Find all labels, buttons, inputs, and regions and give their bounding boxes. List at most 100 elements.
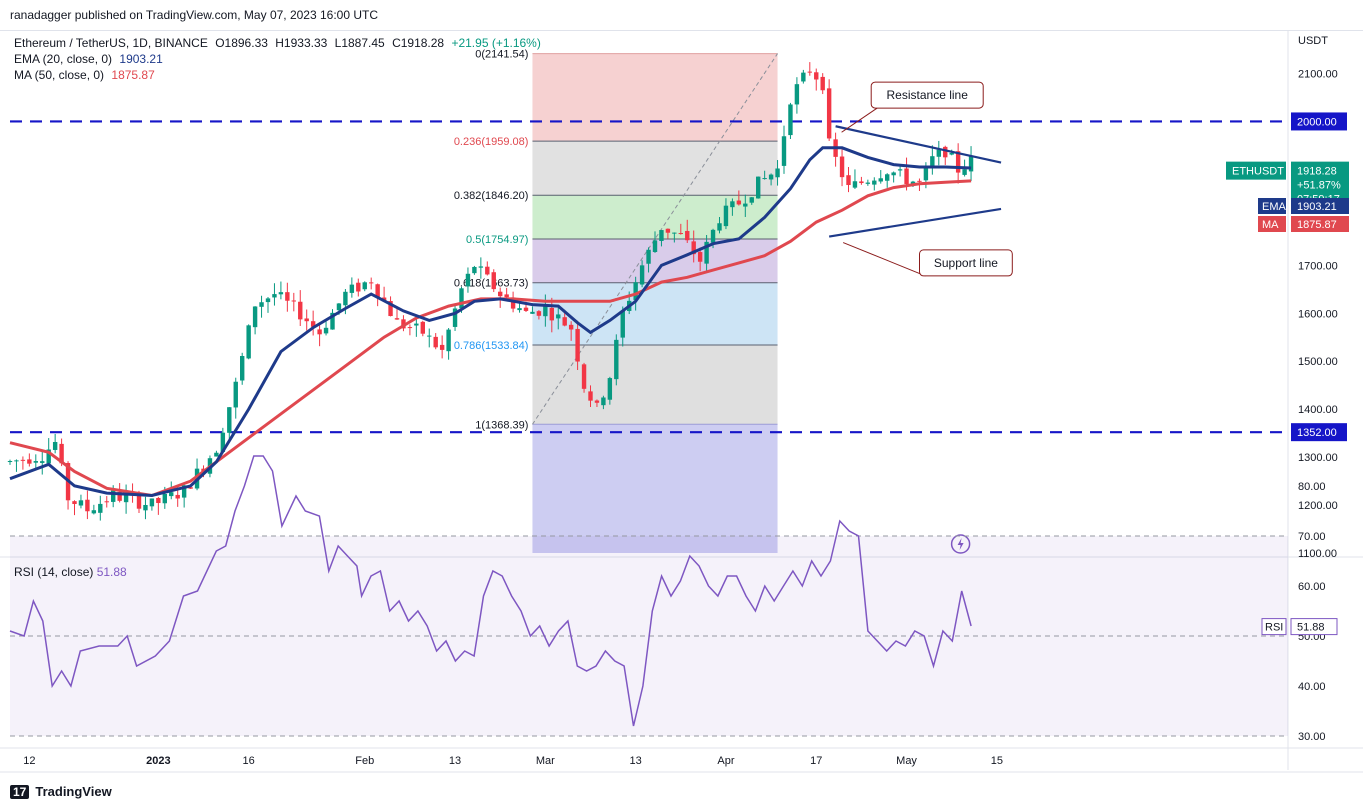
- candle-body: [323, 327, 329, 334]
- candle-body: [936, 149, 941, 157]
- ma-value-tag: [1291, 216, 1349, 232]
- candle-body: [568, 324, 574, 330]
- candle-body: [614, 339, 619, 380]
- candle-body: [504, 294, 509, 298]
- ma-name-label: MA: [1262, 219, 1279, 231]
- lightning-glyph: [957, 538, 964, 550]
- candle-body: [394, 318, 400, 320]
- time-tick-label: Feb: [355, 755, 374, 767]
- candle-body: [40, 461, 45, 463]
- time-tick-label: Apr: [717, 755, 734, 767]
- candle-body: [607, 378, 613, 400]
- candle-body: [949, 152, 954, 155]
- time-tick-label: 2023: [146, 755, 170, 767]
- candle-body: [968, 155, 974, 172]
- events-lightning-icon: [950, 534, 971, 554]
- candle-body: [872, 180, 877, 185]
- candle-body: [846, 175, 851, 186]
- candle-body: [20, 459, 26, 461]
- time-tick-label: May: [896, 755, 917, 767]
- candle-body: [865, 182, 871, 184]
- support-line: [828, 207, 1002, 238]
- fib-zone-0.236: [532, 141, 778, 196]
- fib-zone-0.618: [532, 282, 778, 345]
- candle-body: [510, 297, 516, 309]
- candle-body: [401, 319, 406, 329]
- fib-label-0.236: 0.236(1959.08): [454, 136, 529, 148]
- price-tick-label: 1100.00: [1298, 548, 1337, 560]
- time-tick-label: 16: [243, 755, 255, 767]
- ema-row[interactable]: EMA (20, close, 0) 1903.21: [14, 51, 545, 67]
- candle-body: [826, 88, 832, 139]
- candle-body: [549, 307, 554, 321]
- level-tag-label: 1352.00: [1297, 427, 1337, 439]
- candle-body: [588, 391, 593, 401]
- candle-body: [678, 233, 683, 235]
- candle-body: [162, 493, 167, 504]
- candle-body: [917, 180, 922, 182]
- last-price-change: +51.87%: [1297, 180, 1341, 192]
- candle-body: [743, 203, 748, 207]
- price-axis-unit: USDT: [1298, 35, 1328, 47]
- candle-body: [472, 266, 477, 274]
- ema-name-tag: [1258, 198, 1286, 214]
- candle-body: [807, 71, 812, 73]
- candle-body: [517, 308, 522, 311]
- candle-body: [839, 156, 845, 178]
- candle-body: [59, 443, 64, 464]
- candle-body: [820, 76, 825, 91]
- ema-20-line: [9, 146, 972, 498]
- candle-body: [697, 252, 703, 262]
- ma-50-line: [9, 179, 972, 498]
- candle-body: [691, 241, 696, 255]
- resistance-callout-box: [870, 81, 984, 109]
- open-value: O1896.33: [215, 36, 268, 50]
- candle-body: [530, 311, 535, 314]
- candle-body: [794, 84, 800, 105]
- candle-body: [594, 400, 600, 403]
- candle-body: [104, 501, 109, 503]
- candle-body: [117, 491, 122, 501]
- fib-label-0.618: 0.618(1663.73): [454, 278, 529, 290]
- candle-body: [897, 169, 903, 171]
- candle-body: [446, 329, 451, 352]
- candle-body: [317, 329, 322, 335]
- rsi-name-tag: [1261, 618, 1287, 636]
- candle-body: [7, 461, 13, 463]
- candle-body: [788, 104, 793, 136]
- level-tag-label: 2000.00: [1297, 116, 1337, 128]
- symbol-name[interactable]: Ethereum / TetherUS, 1D, BINANCE: [14, 36, 208, 50]
- candle-body: [652, 240, 658, 253]
- candle-body: [575, 328, 580, 362]
- candle-body: [369, 282, 374, 284]
- candle-body: [259, 302, 264, 307]
- candle-body: [136, 494, 142, 509]
- candle-body: [465, 273, 471, 287]
- candle-body: [375, 284, 380, 298]
- candle-body: [433, 336, 438, 348]
- candle-body: [304, 318, 309, 322]
- candle-body: [633, 282, 638, 301]
- candle-body: [252, 306, 258, 328]
- time-tick-label: 13: [630, 755, 642, 767]
- price-tick-label: 1400.00: [1298, 404, 1338, 416]
- ma-row[interactable]: MA (50, close, 0) 1875.87: [14, 67, 545, 83]
- candle-body: [156, 497, 161, 504]
- ema-value: 1903.21: [119, 52, 163, 66]
- candle-body: [710, 229, 716, 243]
- candle-body: [685, 230, 690, 241]
- time-tick-label: 12: [23, 755, 35, 767]
- candle-body: [343, 291, 348, 306]
- candle-body: [78, 500, 84, 506]
- candle-body: [581, 364, 587, 389]
- rsi-legend[interactable]: RSI (14, close) 51.88: [14, 565, 127, 579]
- footer-brand: 17 TradingView: [10, 784, 112, 799]
- resistance-callout-pointer: [841, 107, 878, 133]
- candle-body: [885, 174, 890, 181]
- candle-body: [723, 205, 729, 227]
- candle-body: [814, 72, 819, 80]
- price-tick-label: 2100.00: [1298, 69, 1338, 81]
- attribution-bar: ranadagger published on TradingView.com,…: [0, 0, 1363, 31]
- candle-body: [891, 172, 896, 176]
